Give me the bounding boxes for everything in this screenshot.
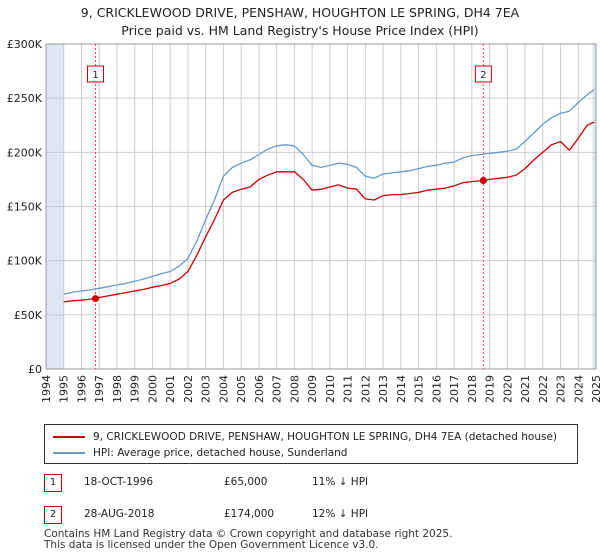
- legend-item-property: 9, CRICKLEWOOD DRIVE, PENSHAW, HOUGHTON …: [53, 429, 557, 445]
- y-tick-label: £100K: [7, 255, 43, 268]
- x-tick-label: 2013: [377, 375, 390, 403]
- x-tick-label: 2012: [359, 375, 372, 403]
- sale-label-box: [87, 65, 104, 83]
- legend-item-hpi: HPI: Average price, detached house, Sund…: [53, 445, 347, 461]
- sale-row: 2 28-AUG-2018 £174,000 12% ↓ HPI: [44, 506, 444, 526]
- price-chart: £0 £50K £100K £150K £200K £250K £300K 1994 1995 1…: [7, 38, 600, 403]
- y-tick-label: £50K: [14, 309, 43, 322]
- sale-price: £174,000: [224, 508, 275, 520]
- x-tick-label: 1997: [93, 375, 106, 403]
- footer-copyright: Contains HM Land Registry data © Crown c…: [44, 528, 453, 540]
- sale-hpi-delta: 12% ↓ HPI: [312, 508, 369, 520]
- legend-label-property: 9, CRICKLEWOOD DRIVE, PENSHAW, HOUGHTON …: [93, 431, 558, 443]
- legend-label-hpi: HPI: Average price, detached house, Sund…: [93, 447, 348, 459]
- x-tick-label: 2017: [448, 375, 461, 403]
- x-tick-label: 2003: [200, 375, 213, 403]
- property-price-line: [63, 121, 595, 303]
- x-tick-label: 2010: [324, 375, 337, 403]
- x-tick-label: 1999: [129, 375, 142, 403]
- chart-title-line-1: 9, CRICKLEWOOD DRIVE, PENSHAW, HOUGHTON …: [80, 5, 520, 20]
- plot-border: [45, 43, 597, 370]
- y-tick-label: £250K: [7, 92, 43, 105]
- y-tick-label: £150K: [7, 201, 43, 214]
- sale-point: [479, 177, 487, 184]
- sale-row: 1 18-OCT-1996 £65,000 11% ↓ HPI: [44, 474, 444, 494]
- legend-swatch-property: [53, 436, 85, 438]
- x-tick-label: 2019: [484, 375, 497, 403]
- x-tick-label: 2006: [253, 375, 266, 403]
- footer-licence: This data is licensed under the Open Gov…: [44, 539, 379, 551]
- x-tick-label: 2008: [288, 375, 301, 403]
- x-tick-label: 2021: [519, 375, 532, 403]
- sale-date: 28-AUG-2018: [84, 508, 155, 520]
- x-tick-label: 2007: [271, 375, 284, 403]
- x-tick-label: 2001: [164, 375, 177, 403]
- y-tick-label: £200K: [7, 146, 43, 159]
- x-tick-label: 2014: [395, 375, 408, 403]
- sale-date: 18-OCT-1996: [84, 476, 153, 488]
- x-tick-label: 2023: [555, 375, 568, 403]
- sale-label-number: 1: [92, 70, 98, 81]
- sale-label-box: [474, 65, 492, 83]
- legend-swatch-hpi: [53, 452, 85, 454]
- chart-title-line-2: Price paid vs. HM Land Registry's House …: [121, 23, 479, 38]
- y-tick-label: £300K: [7, 38, 43, 51]
- sale-number-badge: 2: [44, 506, 62, 524]
- x-tick-label: 2011: [342, 375, 355, 403]
- x-tick-label: 2016: [430, 375, 443, 403]
- hpi-line: [63, 88, 595, 295]
- x-tick-label: 2000: [146, 375, 159, 403]
- x-tick-label: 2018: [466, 375, 479, 403]
- x-tick-label: 2015: [413, 375, 426, 403]
- x-tick-label: 2002: [182, 375, 195, 403]
- y-tick-label: £0: [28, 363, 42, 376]
- footer: Contains HM Land Registry data © Crown c…: [44, 529, 452, 551]
- sale-number-badge: 1: [44, 474, 62, 492]
- sale-label-number: 2: [480, 70, 486, 81]
- x-tick-label: 2009: [306, 375, 319, 403]
- legend: 9, CRICKLEWOOD DRIVE, PENSHAW, HOUGHTON …: [44, 424, 578, 464]
- chart-title: 9, CRICKLEWOOD DRIVE, PENSHAW, HOUGHTON …: [0, 4, 600, 40]
- x-tick-label: 2024: [572, 375, 585, 403]
- x-tick-label: 1998: [111, 375, 124, 403]
- x-tick-label: 2020: [501, 375, 514, 403]
- x-tick-label: 1996: [75, 375, 88, 403]
- x-tick-label: 1994: [40, 375, 53, 403]
- sale-hpi-delta: 11% ↓ HPI: [312, 476, 369, 488]
- x-tick-label: 2004: [217, 375, 230, 403]
- sale-point: [92, 295, 99, 303]
- x-tick-label: 2005: [235, 375, 248, 403]
- x-tick-label: 2025: [590, 375, 600, 403]
- x-tick-label: 1995: [58, 375, 71, 403]
- x-tick-label: 2022: [537, 375, 550, 403]
- sale-price: £65,000: [224, 476, 268, 488]
